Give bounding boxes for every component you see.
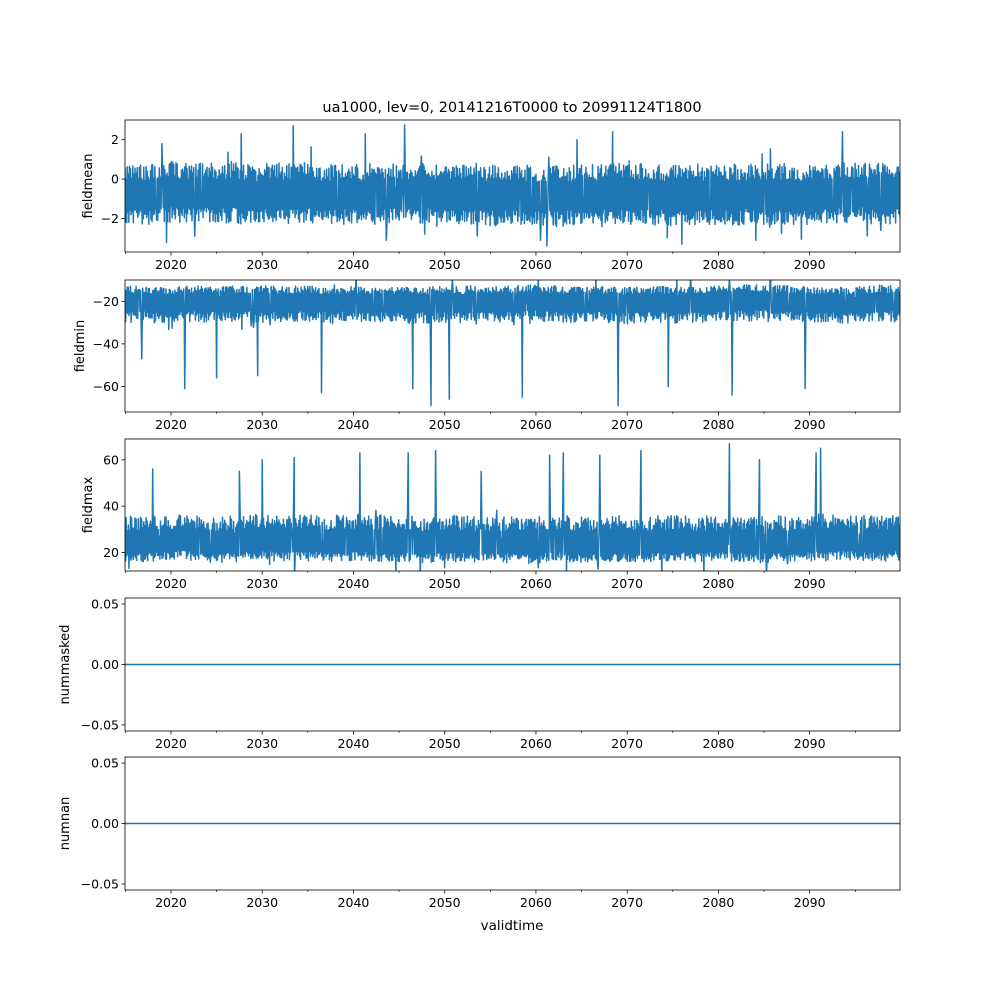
y-axis-label-nummasked: nummasked	[58, 625, 73, 705]
x-tick-label: 2090	[794, 736, 826, 751]
y-tick-label: 0.00	[91, 816, 119, 831]
y-tick-label: −40	[93, 336, 119, 351]
x-tick-label: 2070	[611, 257, 643, 272]
y-tick-label: 0.05	[91, 597, 119, 612]
y-tick-label: 0.05	[91, 756, 119, 771]
x-tick-label: 2020	[155, 257, 187, 272]
subplot-numnan: 2020 2030 2040 2050 2060 2070 2080 2090 −0.05 0.0…	[58, 756, 901, 910]
x-tick-label: 2030	[246, 417, 278, 432]
x-tick-label: 2040	[338, 257, 370, 272]
x-tick-label: 2060	[520, 895, 552, 910]
x-tick-label: 2070	[611, 736, 643, 751]
x-tick-label: 2080	[703, 736, 735, 751]
x-tick-label: 2050	[429, 257, 461, 272]
x-tick-label: 2020	[155, 736, 187, 751]
x-tick-label: 2030	[246, 736, 278, 751]
subplot-fieldmax: 2020 2030 2040 2050 2060 2070 2080 2090204060fi…	[81, 438, 901, 591]
axes-frame	[124, 279, 901, 413]
x-tick-label: 2090	[794, 576, 826, 591]
y-axis-label-fieldmean: fieldmean	[81, 154, 96, 219]
y-tick-label: 20	[103, 545, 119, 560]
y-tick-label: 40	[103, 499, 119, 514]
x-tick-label: 2050	[429, 895, 461, 910]
x-tick-label: 2090	[794, 257, 826, 272]
subplot-fieldmin: 2020 2030 2040 2050 2060 2070 2080 2090 −60 −40 −2…	[73, 279, 901, 432]
x-axis-label: validtime	[481, 918, 544, 934]
x-tick-label: 2080	[703, 257, 735, 272]
x-tick-label: 2040	[338, 895, 370, 910]
x-tick-label: 2050	[429, 417, 461, 432]
x-tick-label: 2080	[703, 576, 735, 591]
subplot-nummasked: 2020 2030 2040 2050 2060 2070 2080 2090 −0.05 0.0…	[58, 597, 901, 751]
x-tick-label: 2090	[794, 417, 826, 432]
y-axis-label-fieldmin: fieldmin	[73, 320, 88, 373]
x-tick-label: 2040	[338, 576, 370, 591]
y-tick-label: −2	[101, 211, 119, 226]
y-axis-label-fieldmax: fieldmax	[81, 477, 96, 534]
y-tick-label: −0.05	[81, 717, 119, 732]
chart-title: ua1000, lev=0, 20141216T0000 to 20991124…	[322, 100, 701, 116]
x-tick-label: 2070	[611, 895, 643, 910]
series-line-fieldmin	[125, 280, 900, 407]
x-tick-label: 2040	[338, 736, 370, 751]
axes-frame	[124, 119, 901, 253]
x-tick-label: 2030	[246, 895, 278, 910]
x-tick-label: 2060	[520, 257, 552, 272]
y-tick-label: −20	[93, 294, 119, 309]
x-tick-label: 2090	[794, 895, 826, 910]
y-tick-label: 0.00	[91, 657, 119, 672]
axes-frame	[124, 438, 901, 572]
x-tick-label: 2020	[155, 417, 187, 432]
x-tick-label: 2060	[520, 736, 552, 751]
y-tick-label: −0.05	[81, 876, 119, 891]
y-tick-label: 0	[111, 172, 119, 187]
x-tick-label: 2080	[703, 417, 735, 432]
x-tick-label: 2060	[520, 576, 552, 591]
x-tick-label: 2020	[155, 895, 187, 910]
x-tick-label: 2030	[246, 257, 278, 272]
x-tick-label: 2070	[611, 417, 643, 432]
x-tick-label: 2060	[520, 417, 552, 432]
x-tick-label: 2020	[155, 576, 187, 591]
y-tick-label: −60	[93, 379, 119, 394]
y-tick-label: 60	[103, 452, 119, 467]
x-tick-label: 2080	[703, 895, 735, 910]
y-tick-label: 2	[111, 132, 119, 147]
y-axis-label-numnan: numnan	[58, 797, 73, 851]
subplot-fieldmean: 2020 2030 2040 2050 2060 2070 2080 2090 −2 0 2 fiel…	[81, 119, 901, 272]
series-line-fieldmean	[125, 124, 900, 247]
x-tick-label: 2040	[338, 417, 370, 432]
series-line-fieldmax	[125, 442, 900, 571]
x-tick-label: 2050	[429, 736, 461, 751]
x-tick-label: 2030	[246, 576, 278, 591]
x-tick-label: 2070	[611, 576, 643, 591]
x-tick-label: 2050	[429, 576, 461, 591]
